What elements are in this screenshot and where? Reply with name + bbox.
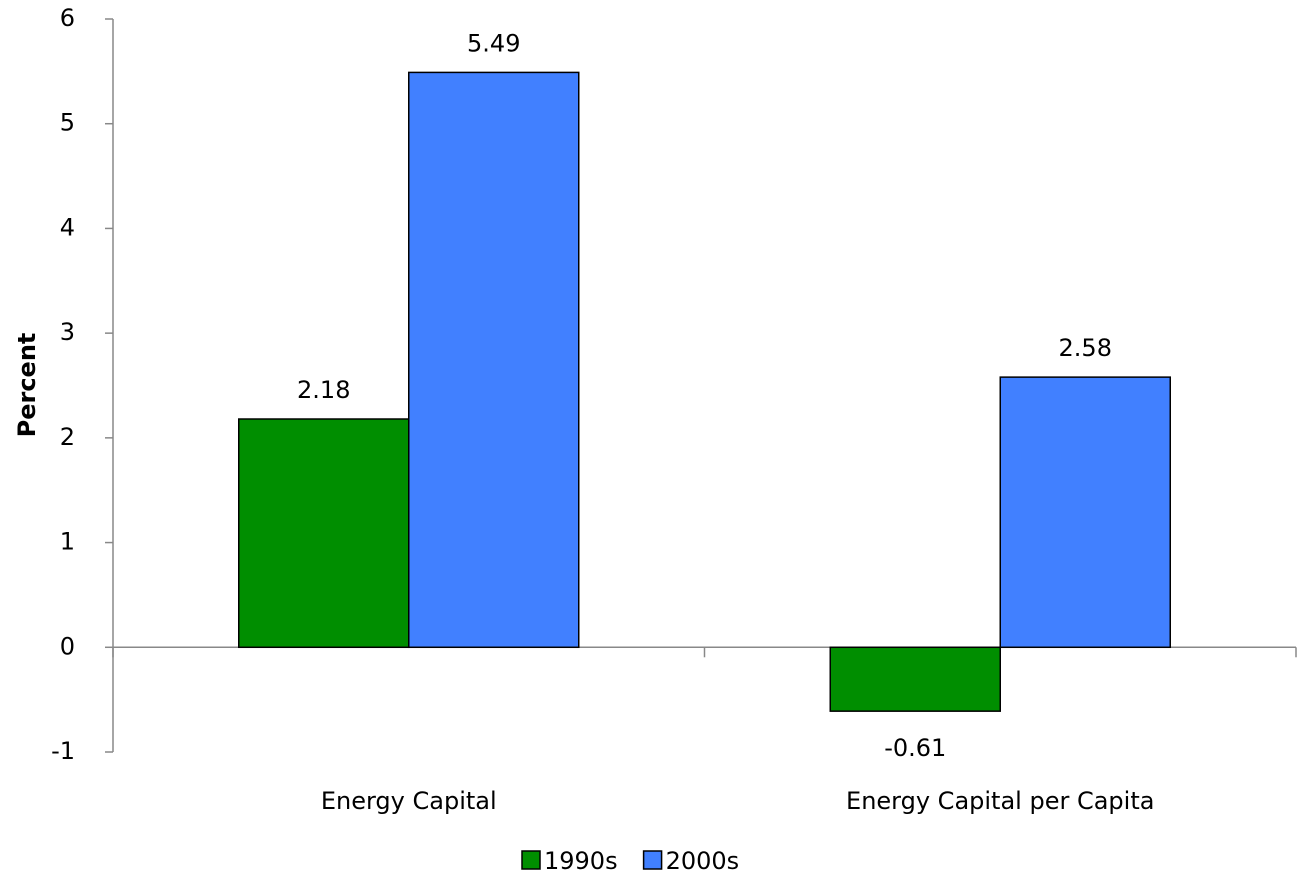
legend-label: 2000s [666,847,740,875]
x-tick-label: Energy Capital [321,787,497,815]
y-axis-label: Percent [13,333,41,438]
y-tick-label: 6 [60,4,75,32]
value-label: 2.18 [297,376,350,404]
y-tick-label: 1 [60,528,75,556]
bar [999,376,1171,649]
y-tick-label: 2 [60,423,75,451]
y-tick-label: -1 [51,737,75,765]
legend-swatch [521,850,541,870]
value-label: 2.58 [1059,334,1112,362]
bar [408,71,580,649]
legend-swatch [642,850,663,870]
y-tick-label: 5 [60,109,75,137]
y-tick-label: 0 [60,632,75,660]
value-label: -0.61 [884,734,946,762]
y-tick-label: 3 [60,318,75,346]
bar [238,418,410,649]
value-label: 5.49 [467,29,520,57]
x-tick-label: Energy Capital per Capita [846,787,1154,815]
legend-label: 1990s [544,847,618,875]
bar [829,646,1001,712]
y-tick-label: 4 [60,213,75,241]
